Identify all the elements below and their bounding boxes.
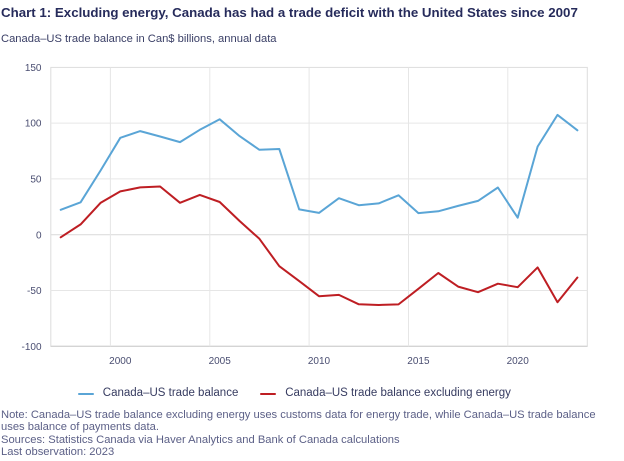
svg-text:0: 0	[36, 230, 42, 241]
svg-text:-50: -50	[27, 286, 42, 297]
svg-text:150: 150	[25, 63, 42, 74]
svg-text:2010: 2010	[308, 356, 331, 367]
svg-text:2020: 2020	[507, 356, 530, 367]
svg-text:2000: 2000	[109, 356, 132, 367]
svg-text:100: 100	[25, 119, 42, 130]
svg-text:50: 50	[30, 175, 42, 186]
svg-text:2005: 2005	[209, 356, 232, 367]
svg-text:2015: 2015	[407, 356, 430, 367]
svg-text:-100: -100	[21, 342, 41, 353]
